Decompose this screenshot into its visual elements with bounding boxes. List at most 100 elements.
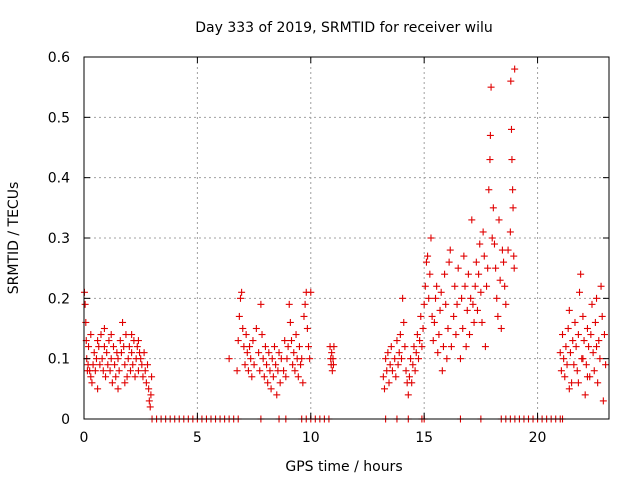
data-point (299, 379, 307, 387)
data-point (121, 361, 129, 369)
data-point (137, 355, 145, 363)
labels-layer: 0 5 10 15 20 0 0.1 0.2 0.3 0.4 0.5 0.6 (48, 50, 547, 446)
data-point (117, 349, 125, 357)
data-point (111, 361, 119, 369)
data-point (250, 361, 258, 369)
data-point (458, 294, 466, 302)
data-point (425, 294, 433, 302)
data-point (91, 367, 99, 375)
data-point (560, 355, 568, 363)
data-point (439, 343, 447, 351)
data-point (140, 349, 148, 357)
data-point (441, 270, 449, 278)
data-point (112, 373, 120, 381)
data-point (501, 282, 509, 290)
data-point (569, 337, 577, 345)
data-point (594, 379, 602, 387)
data-point (294, 373, 302, 381)
data-point (396, 331, 404, 339)
data-point (572, 343, 580, 351)
data-point (445, 258, 453, 266)
data-point (257, 300, 265, 308)
grid-layer (84, 57, 609, 419)
data-point (466, 331, 474, 339)
data-point (380, 385, 388, 393)
data-point (291, 367, 299, 375)
data-point (417, 312, 425, 320)
data-point (483, 282, 491, 290)
x-tick-label: 20 (529, 430, 547, 446)
data-point (464, 270, 472, 278)
data-point (426, 270, 434, 278)
data-point (100, 343, 108, 351)
data-point (493, 294, 501, 302)
data-point (129, 361, 137, 369)
data-point (100, 325, 108, 332)
data-point (593, 294, 601, 302)
data-point (123, 373, 131, 381)
x-tick-label: 15 (415, 430, 433, 446)
data-point (421, 282, 429, 290)
data-point (247, 355, 255, 363)
data-point (97, 331, 105, 339)
data-point (392, 373, 400, 381)
data-point (468, 216, 476, 224)
data-point (233, 367, 241, 375)
data-point (583, 373, 591, 381)
data-point (290, 349, 298, 357)
data-point (591, 318, 599, 326)
data-point (579, 312, 587, 320)
data-point (124, 355, 132, 363)
data-point (98, 355, 106, 363)
data-point (109, 343, 117, 351)
data-point (556, 349, 564, 357)
data-point (598, 312, 606, 320)
data-point (587, 331, 595, 339)
data-point (94, 337, 102, 345)
data-point (450, 312, 458, 320)
data-point (394, 361, 402, 369)
data-point (580, 337, 588, 345)
data-point (270, 343, 278, 351)
data-point (477, 288, 485, 296)
data-point (128, 349, 136, 357)
data-point (382, 355, 390, 363)
data-point (107, 331, 115, 339)
data-point (275, 349, 283, 357)
data-point (434, 349, 442, 357)
data-point (446, 246, 454, 254)
data-point (438, 367, 446, 375)
data-point (447, 343, 455, 351)
data-point (330, 343, 338, 351)
data-point (492, 264, 500, 272)
data-point (589, 349, 597, 357)
data-point (105, 337, 113, 345)
data-point (268, 355, 276, 363)
data-point (436, 306, 444, 314)
data-point (258, 331, 266, 339)
data-point (574, 331, 582, 339)
data-point (478, 318, 486, 326)
data-point (467, 294, 475, 302)
data-point (600, 331, 608, 339)
data-point (241, 361, 249, 369)
data-point (561, 373, 569, 381)
y-tick-label: 0 (61, 412, 70, 428)
data-point (88, 379, 96, 387)
data-point (265, 349, 273, 357)
data-point (281, 337, 289, 345)
data-point (405, 373, 413, 381)
data-point (103, 349, 111, 357)
data-point (454, 264, 462, 272)
data-point (143, 361, 151, 369)
data-point (102, 373, 110, 381)
x-tick-label: 10 (302, 430, 320, 446)
data-point (596, 355, 604, 363)
data-point (82, 318, 90, 326)
data-point (289, 361, 297, 369)
data-point (577, 270, 585, 278)
data-point (433, 282, 441, 290)
data-point (585, 343, 593, 351)
data-point (564, 325, 572, 332)
data-point (146, 403, 154, 411)
